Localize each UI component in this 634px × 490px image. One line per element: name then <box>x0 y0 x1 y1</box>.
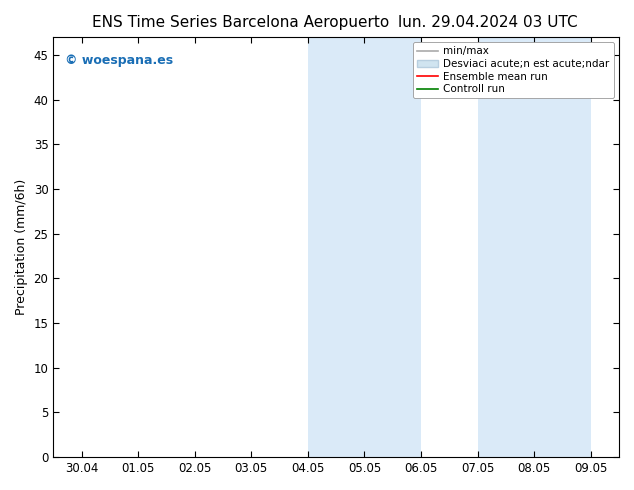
Text: ENS Time Series Barcelona Aeropuerto: ENS Time Series Barcelona Aeropuerto <box>93 15 389 30</box>
Bar <box>477 37 591 457</box>
Bar <box>308 37 421 457</box>
Text: © woespana.es: © woespana.es <box>65 54 172 67</box>
Legend: min/max, Desviaci acute;n est acute;ndar, Ensemble mean run, Controll run: min/max, Desviaci acute;n est acute;ndar… <box>413 42 614 98</box>
Y-axis label: Precipitation (mm/6h): Precipitation (mm/6h) <box>15 179 28 315</box>
Text: lun. 29.04.2024 03 UTC: lun. 29.04.2024 03 UTC <box>398 15 578 30</box>
